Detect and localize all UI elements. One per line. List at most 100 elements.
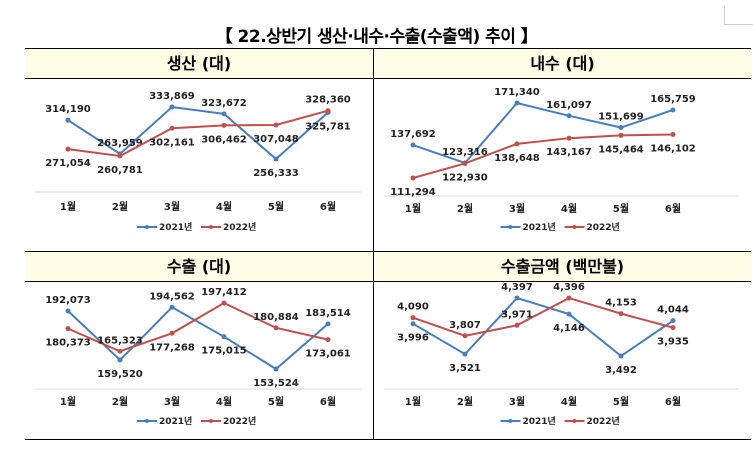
data-label: 161,097 — [546, 100, 592, 111]
x-tick-label: 5월 — [613, 203, 629, 215]
data-label: 137,692 — [390, 129, 436, 140]
data-point — [514, 141, 520, 147]
data-label: 194,562 — [149, 291, 195, 302]
data-point — [221, 334, 227, 340]
data-label: 4,090 — [397, 302, 429, 313]
data-label: 4,153 — [605, 298, 637, 309]
data-point — [65, 146, 71, 152]
data-label: 173,061 — [305, 349, 351, 360]
x-tick-label: 6월 — [665, 396, 681, 408]
data-label: 138,648 — [494, 153, 540, 164]
x-tick-label: 6월 — [320, 201, 336, 213]
x-tick-label: 6월 — [320, 396, 336, 408]
data-label: 306,462 — [201, 134, 247, 145]
data-label: 146,102 — [650, 144, 696, 155]
data-label: 4,146 — [553, 323, 585, 334]
data-point — [514, 322, 520, 328]
series-line-2021년 — [412, 101, 674, 165]
data-point — [221, 122, 227, 128]
data-label: 3,935 — [657, 337, 689, 348]
series-line-2021년 — [412, 296, 674, 358]
legend-marker — [508, 419, 513, 423]
legend-marker — [508, 225, 513, 229]
data-point — [169, 304, 175, 310]
data-label: 122,930 — [442, 172, 488, 183]
series-line-2022년 — [412, 296, 674, 337]
data-label: 175,015 — [201, 346, 247, 357]
x-tick-label: 5월 — [268, 396, 284, 408]
data-label: 151,699 — [598, 112, 644, 123]
legend-marker — [209, 225, 213, 229]
legend-marker — [209, 419, 213, 423]
data-point — [117, 357, 123, 363]
header-export-value: 수출금액 (백만불) — [374, 251, 751, 282]
header-domestic: 내수 (대) — [374, 49, 751, 79]
series-line-2021년 — [67, 306, 329, 371]
data-point — [514, 295, 520, 301]
x-tick-label: 2월 — [457, 203, 473, 215]
data-point — [221, 300, 227, 306]
data-label: 271,054 — [45, 158, 91, 169]
series-line-2022년 — [67, 301, 329, 353]
legend-marker — [145, 419, 149, 423]
data-point — [462, 351, 468, 357]
x-tick-label: 2월 — [457, 396, 473, 408]
data-point — [273, 325, 279, 331]
data-point — [670, 132, 676, 138]
data-label: 302,161 — [149, 137, 195, 148]
data-label: 159,520 — [97, 369, 143, 380]
data-point — [410, 175, 416, 181]
data-label: 4,397 — [501, 282, 533, 293]
data-label: 325,781 — [305, 121, 351, 132]
data-label: 323,672 — [201, 98, 247, 109]
data-label: 165,323 — [97, 335, 143, 346]
legend-label: 2022년 — [223, 415, 256, 427]
data-point — [618, 353, 624, 359]
series-line-2022년 — [67, 109, 329, 158]
legend-marker — [145, 225, 149, 229]
x-tick-label: 5월 — [613, 396, 629, 408]
header-export: 수출 (대) — [25, 251, 373, 282]
data-point — [169, 330, 175, 336]
page-corner-mark — [724, 6, 753, 25]
data-point — [566, 311, 572, 317]
data-point — [169, 104, 175, 110]
x-tick-label: 4월 — [216, 201, 232, 213]
data-label: 153,524 — [253, 378, 299, 389]
data-label: 3,971 — [501, 309, 533, 320]
data-label: 3,521 — [449, 363, 481, 374]
data-label: 123,316 — [442, 147, 488, 158]
data-point — [325, 337, 331, 343]
x-tick-label: 4월 — [216, 396, 232, 408]
data-label: 307,048 — [253, 134, 299, 145]
data-label: 111,294 — [390, 187, 436, 198]
data-point — [117, 153, 123, 159]
legend-label: 2021년 — [523, 221, 556, 233]
data-label: 177,268 — [149, 342, 195, 353]
data-label: 3,807 — [449, 320, 481, 331]
x-tick-label: 1월 — [60, 396, 76, 408]
x-tick-label: 3월 — [509, 203, 525, 215]
x-tick-label: 1월 — [60, 201, 76, 213]
x-tick-label: 6월 — [665, 203, 681, 215]
data-label: 4,044 — [657, 305, 689, 316]
data-label: 180,373 — [45, 338, 91, 349]
legend-label: 2021년 — [159, 221, 192, 233]
data-label: 256,333 — [253, 168, 299, 179]
data-label: 314,190 — [45, 104, 91, 115]
export-value-chart: 1월 2월 3월 4월 5월 6월 3,996 3,521 4,397 4,146 3,492 4,0… — [384, 282, 739, 427]
x-tick-label: 4월 — [561, 396, 577, 408]
x-tick-label: 2월 — [112, 201, 128, 213]
x-tick-label: 3월 — [164, 201, 180, 213]
data-point — [325, 108, 331, 114]
data-point — [273, 156, 279, 162]
data-point — [670, 318, 676, 324]
production-chart: 1월 2월 3월 4월 5월 6월 314,190 263,959 333,869 323,672… — [35, 91, 361, 233]
domestic-chart: 1월 2월 3월 4월 5월 6월 137,692 123,316 171,340 161,097… — [384, 87, 739, 233]
data-point — [65, 308, 71, 314]
series-line-2022년 — [412, 133, 674, 179]
data-label: 328,360 — [305, 95, 351, 106]
data-point — [273, 122, 279, 128]
data-label: 197,412 — [201, 287, 247, 298]
x-tick-label: 4월 — [561, 203, 577, 215]
